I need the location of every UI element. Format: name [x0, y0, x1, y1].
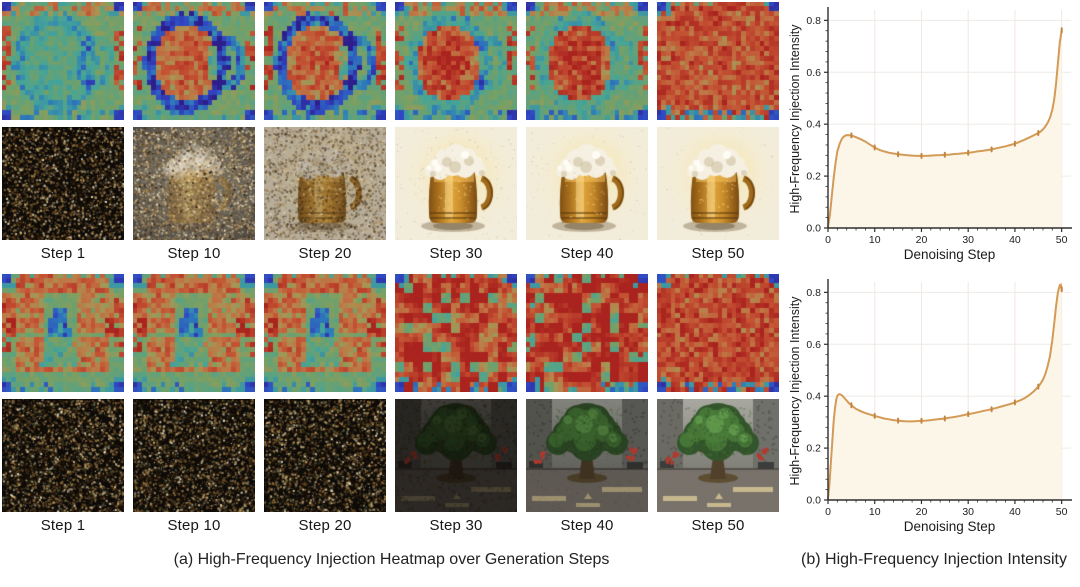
axis-tick-labels: 0.0 0.2 0.4 0.6 0.8 0 10 20 30 40 50 [806, 15, 1067, 246]
tree-step-labels: Step 1 Step 10 Step 20 Step 30 Step 40 S… [2, 514, 781, 539]
axis-ticks [824, 291, 1063, 504]
tree-heatmap-row [2, 274, 781, 392]
svg-text:0: 0 [825, 234, 831, 246]
axis-ticks [824, 19, 1063, 232]
svg-text:50: 50 [1056, 506, 1068, 518]
svg-text:0.0: 0.0 [806, 223, 821, 235]
step-label: Step 20 [298, 517, 352, 534]
svg-text:0.8: 0.8 [806, 15, 821, 27]
heatmap-beer-step-1 [2, 2, 124, 120]
svg-text:0.2: 0.2 [806, 171, 821, 183]
intensity-chart-bottom: 0.0 0.2 0.4 0.6 0.8 0 10 20 30 40 50 High-Frequency… [788, 279, 1072, 534]
curve-markers [850, 27, 1063, 159]
svg-text:40: 40 [1009, 506, 1021, 518]
gen-image-beer-step-10 [133, 127, 255, 240]
gen-image-tree-step-20 [264, 399, 386, 512]
heatmap-beer-step-40 [526, 2, 648, 120]
heatmap-beer-step-30 [395, 2, 517, 120]
step-label: Step 40 [560, 517, 614, 534]
tree-generation-block: Step 1 Step 10 Step 20 Step 30 Step 40 S… [2, 274, 781, 539]
step-label: Step 50 [691, 517, 745, 534]
step-label: Step 10 [167, 517, 221, 534]
y-axis-label: High-Frequency Injection Intensity [788, 296, 802, 486]
gen-image-tree-step-50 [657, 399, 779, 512]
heatmap-tree-step-50 [657, 274, 779, 392]
panel-intensity-charts: 0.0 0.2 0.4 0.6 0.8 0 10 20 30 40 50 High-Frequency… [788, 0, 1080, 538]
x-axis-label: Denoising Step [904, 519, 996, 534]
step-label: Step 40 [560, 245, 614, 262]
step-label: Step 20 [298, 245, 352, 262]
heatmap-tree-step-1 [2, 274, 124, 392]
svg-text:0.4: 0.4 [806, 391, 821, 403]
caption-a: (a) High-Frequency Injection Heatmap ove… [173, 551, 610, 568]
caption-b: (b) High-Frequency Injection Intensity [801, 551, 1067, 568]
heatmap-beer-step-20 [264, 2, 386, 120]
gen-image-tree-step-1 [2, 399, 124, 512]
svg-text:40: 40 [1009, 234, 1021, 246]
area-fill [828, 284, 1062, 500]
step-label: Step 30 [429, 517, 483, 534]
gen-image-beer-step-30 [395, 127, 517, 240]
gen-image-tree-step-40 [526, 399, 648, 512]
step-label: Step 1 [40, 517, 86, 534]
gen-image-beer-step-1 [2, 127, 124, 240]
intensity-curve [827, 283, 1063, 500]
svg-text:10: 10 [869, 506, 881, 518]
step-label: Step 50 [691, 245, 745, 262]
gen-image-tree-step-30 [395, 399, 517, 512]
gen-image-beer-step-20 [264, 127, 386, 240]
heatmap-beer-step-50 [657, 2, 779, 120]
heatmap-tree-step-20 [264, 274, 386, 392]
svg-text:0.6: 0.6 [806, 67, 821, 79]
svg-text:0.2: 0.2 [806, 443, 821, 455]
panel-heatmap-sequences: Step 1 Step 10 Step 20 Step 30 Step 40 S… [2, 2, 781, 539]
step-label: Step 30 [429, 245, 483, 262]
svg-text:0.6: 0.6 [806, 339, 821, 351]
beer-step-labels: Step 1 Step 10 Step 20 Step 30 Step 40 S… [2, 242, 781, 267]
step-label: Step 1 [40, 245, 86, 262]
svg-text:50: 50 [1056, 234, 1068, 246]
curve-markers [850, 286, 1063, 424]
svg-text:10: 10 [869, 234, 881, 246]
beer-heatmap-row [2, 2, 781, 120]
tree-image-row [2, 399, 781, 512]
svg-text:0.0: 0.0 [806, 495, 821, 507]
area-fill [828, 30, 1062, 229]
heatmap-tree-step-30 [395, 274, 517, 392]
gen-image-beer-step-50 [657, 127, 779, 240]
svg-text:20: 20 [916, 234, 928, 246]
intensity-chart-top: 0.0 0.2 0.4 0.6 0.8 0 10 20 30 40 50 High-Frequency… [788, 7, 1072, 262]
y-axis-label: High-Frequency Injection Intensity [788, 24, 802, 214]
svg-text:30: 30 [962, 506, 974, 518]
svg-text:20: 20 [916, 506, 928, 518]
axis-tick-labels: 0.0 0.2 0.4 0.6 0.8 0 10 20 30 40 50 [806, 287, 1067, 518]
step-label: Step 10 [167, 245, 221, 262]
x-axis-label: Denoising Step [904, 247, 996, 262]
svg-text:0: 0 [825, 506, 831, 518]
svg-text:0.8: 0.8 [806, 287, 821, 299]
beer-generation-block: Step 1 Step 10 Step 20 Step 30 Step 40 S… [2, 2, 781, 267]
beer-image-row [2, 127, 781, 240]
svg-text:0.4: 0.4 [806, 119, 821, 131]
svg-text:30: 30 [962, 234, 974, 246]
gen-image-tree-step-10 [133, 399, 255, 512]
heatmap-beer-step-10 [133, 2, 255, 120]
gen-image-beer-step-40 [526, 127, 648, 240]
heatmap-tree-step-40 [526, 274, 648, 392]
heatmap-tree-step-10 [133, 274, 255, 392]
